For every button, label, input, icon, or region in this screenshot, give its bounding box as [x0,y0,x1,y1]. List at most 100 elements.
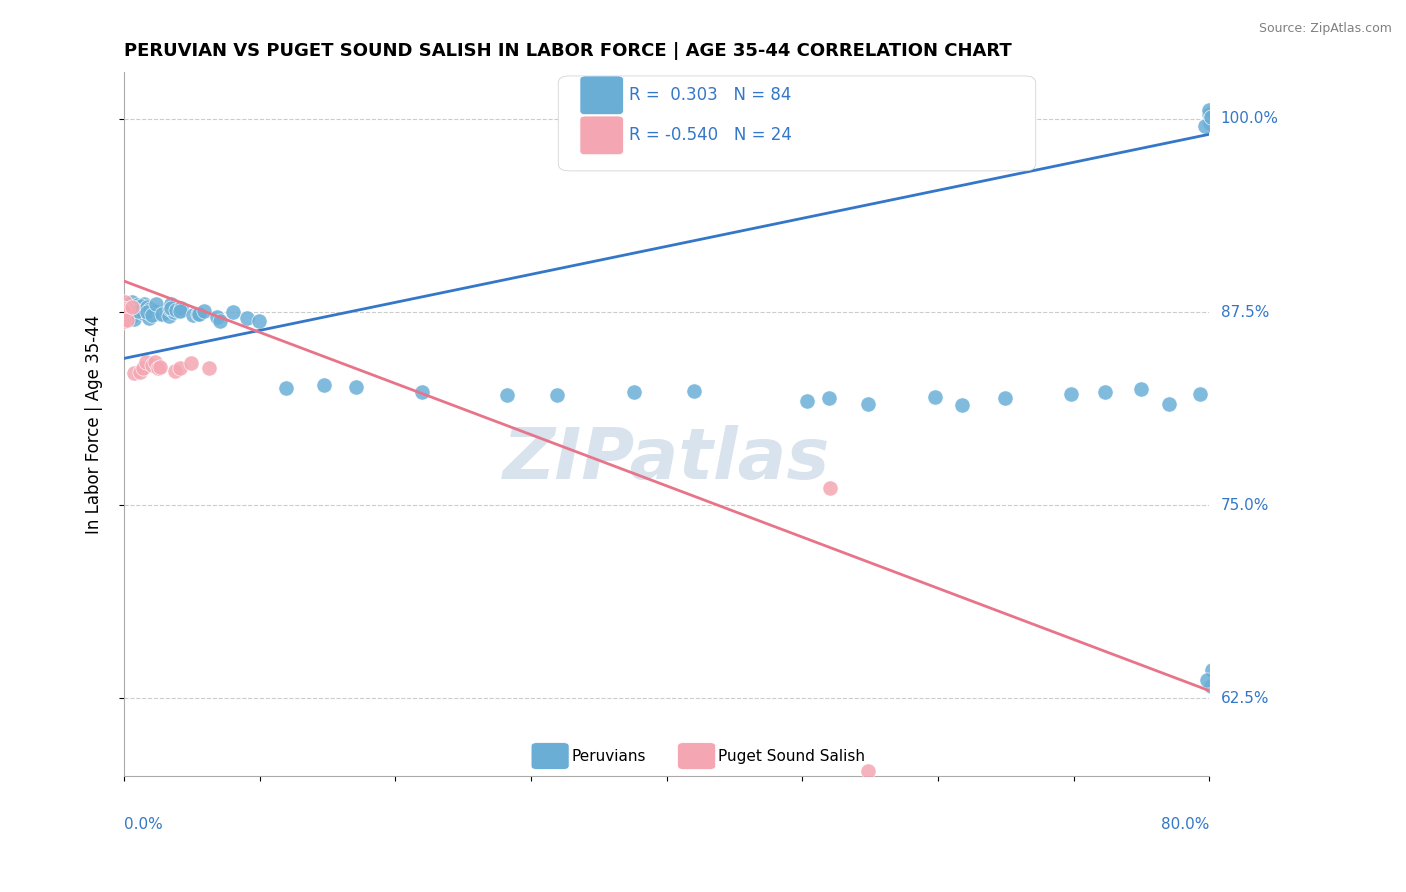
Point [1199,679,1222,693]
Point [120,307,142,321]
Point [108,301,131,316]
Point [207,310,229,324]
Point [1202,106,1225,120]
Point [135,305,157,319]
Point [112,314,135,328]
Point [1198,107,1220,121]
Point [1129,382,1152,396]
Point [111,309,134,323]
Point [197,360,219,375]
Text: 87.5%: 87.5% [1220,304,1268,319]
Point [120,305,142,319]
Point [148,361,170,376]
Point [159,296,181,310]
Point [118,308,141,322]
Point [208,313,231,327]
Point [1059,386,1081,401]
Point [122,311,145,326]
Point [111,308,134,322]
Point [150,307,173,321]
Point [112,302,135,317]
Point [817,392,839,406]
Text: 75.0%: 75.0% [1220,498,1268,513]
Point [222,304,245,318]
Point [169,303,191,318]
Point [139,302,162,317]
Point [132,306,155,320]
Point [122,366,145,380]
Text: 62.5%: 62.5% [1220,691,1270,706]
Point [858,764,880,778]
Y-axis label: In Labor Force | Age 35-44: In Labor Force | Age 35-44 [86,315,103,533]
Point [131,302,153,317]
Point [118,306,141,320]
Point [165,303,187,318]
Point [1188,386,1211,401]
Text: Puget Sound Salish: Puget Sound Salish [718,748,865,764]
Point [169,301,191,315]
Point [127,303,149,318]
Point [496,387,519,401]
Point [1201,110,1223,124]
FancyBboxPatch shape [531,743,569,770]
Point [129,300,152,314]
Point [1195,673,1218,688]
Point [127,303,149,318]
FancyBboxPatch shape [579,116,623,154]
Point [169,360,191,375]
Point [115,305,138,319]
Text: ZIPatlas: ZIPatlas [503,425,831,494]
Point [110,301,132,315]
Text: PERUVIAN VS PUGET SOUND SALISH IN LABOR FORCE | AGE 35-44 CORRELATION CHART: PERUVIAN VS PUGET SOUND SALISH IN LABOR … [124,42,1012,60]
Point [136,300,159,314]
Point [163,305,186,319]
Point [546,388,568,402]
Point [132,304,155,318]
Point [188,308,211,322]
Point [112,304,135,318]
Point [135,355,157,369]
Point [274,380,297,394]
Text: 100.0%: 100.0% [1220,112,1278,127]
Point [143,355,166,369]
Point [1157,397,1180,411]
Point [163,364,186,378]
Point [134,297,156,311]
Point [236,311,259,326]
Point [138,310,160,325]
Point [796,393,818,408]
Point [1094,384,1116,399]
Point [193,304,215,318]
Point [312,377,335,392]
Point [623,384,645,399]
Point [111,298,134,312]
Point [1194,119,1216,133]
Point [145,297,167,311]
Point [1201,663,1223,677]
Point [1199,116,1222,130]
Point [181,308,204,322]
Point [110,300,132,314]
Point [159,301,181,316]
Point [112,306,135,320]
Point [132,360,155,375]
Text: Peruvians: Peruvians [571,748,645,764]
Point [141,308,163,322]
Text: Source: ZipAtlas.com: Source: ZipAtlas.com [1258,22,1392,36]
Point [121,294,143,309]
Point [115,301,138,316]
Text: 0.0%: 0.0% [124,817,163,832]
Point [249,314,271,328]
Point [111,314,134,328]
Point [114,295,136,310]
Point [820,481,842,495]
Point [114,299,136,313]
Point [994,391,1017,405]
Point [1199,110,1222,124]
Point [112,301,135,316]
Text: 80.0%: 80.0% [1161,817,1209,832]
Point [115,307,138,321]
Point [148,307,170,321]
Point [143,304,166,318]
Point [149,359,172,374]
